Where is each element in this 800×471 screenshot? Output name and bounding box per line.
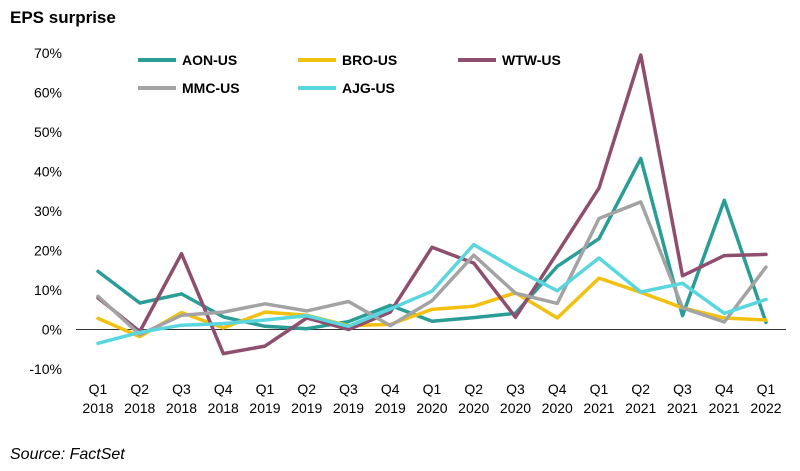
x-tick-quarter: Q3 [339,381,358,397]
x-tick-year: 2020 [500,400,531,416]
y-tick-label: 50% [34,124,62,140]
x-tick-quarter: Q1 [757,381,776,397]
x-tick-year: 2021 [709,400,740,416]
x-tick-year: 2020 [458,400,489,416]
legend-label-wtw-us: WTW-US [502,52,561,68]
legend-label-ajg-us: AJG-US [342,80,395,96]
x-tick-quarter: Q3 [506,381,525,397]
legend-label-bro-us: BRO-US [342,52,397,68]
x-tick-year: 2019 [375,400,406,416]
y-tick-label: 60% [34,85,62,101]
x-tick-year: 2019 [291,400,322,416]
x-tick-quarter: Q2 [297,381,316,397]
x-tick-year: 2022 [750,400,781,416]
x-tick-quarter: Q4 [715,381,734,397]
series-line-wtw-us [96,53,768,356]
x-tick-quarter: Q2 [464,381,483,397]
x-tick-quarter: Q4 [381,381,400,397]
line-chart: -10% 0% 10% 20% 30% 40% 50% 60% 70% Q1 2018 Q2 2018 Q… [29,45,786,416]
x-tick-year: 2020 [542,400,573,416]
axis-layer: -10% 0% 10% 20% 30% 40% 50% 60% 70% Q1 2018 Q2 2018 Q… [29,45,786,416]
x-tick-quarter: Q2 [631,381,650,397]
x-tick-quarter: Q1 [590,381,609,397]
x-tick-quarter: Q3 [172,381,191,397]
source-note: Source: FactSet [10,446,125,463]
series-line-aon-us [96,156,768,331]
x-tick-quarter: Q2 [130,381,149,397]
series-line-ajg-us [96,242,768,346]
y-tick-label: 10% [34,282,62,298]
x-tick-year: 2018 [82,400,113,416]
legend-label-mmc-us: MMC-US [182,80,240,96]
x-tick-year: 2021 [625,400,656,416]
x-tick-quarter: Q4 [214,381,233,397]
y-tick-label: 30% [34,203,62,219]
y-tick-label: 70% [34,45,62,61]
x-tick-quarter: Q4 [548,381,567,397]
chart-title: EPS surprise [10,8,116,27]
x-tick-year: 2019 [333,400,364,416]
x-tick-year: 2018 [124,400,155,416]
y-tick-label: 40% [34,164,62,180]
series-layer [96,53,768,356]
x-tick-year: 2019 [249,400,280,416]
x-tick-quarter: Q3 [673,381,692,397]
series-line-mmc-us [96,200,768,337]
y-tick-label: -10% [29,361,62,377]
x-tick-year: 2018 [208,400,239,416]
x-tick-quarter: Q1 [423,381,442,397]
x-tick-year: 2021 [583,400,614,416]
x-tick-quarter: Q1 [89,381,108,397]
x-tick-quarter: Q1 [256,381,275,397]
x-tick-year: 2021 [667,400,698,416]
legend-label-aon-us: AON-US [182,52,237,68]
legend: AON-US BRO-US WTW-US MMC-US AJG-US [138,52,561,96]
x-tick-year: 2018 [166,400,197,416]
x-tick-year: 2020 [416,400,447,416]
y-tick-label: 20% [34,243,62,259]
y-tick-label: 0% [42,322,62,338]
